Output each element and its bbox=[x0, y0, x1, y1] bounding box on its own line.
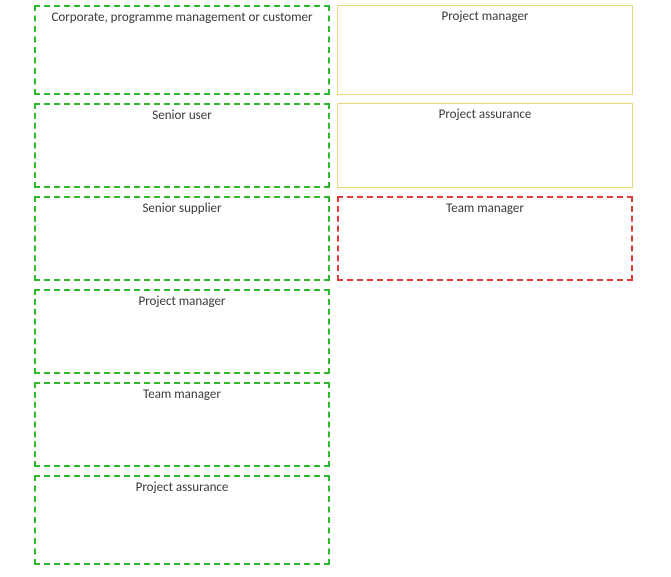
box-label: Senior user bbox=[152, 108, 212, 124]
box-label: Project manager bbox=[442, 9, 529, 25]
box-label: Project assurance bbox=[439, 107, 532, 123]
diagram-canvas: Corporate, programme management or custo… bbox=[0, 0, 671, 577]
box-senior-supplier: Senior supplier bbox=[34, 196, 330, 281]
box-label: Corporate, programme management or custo… bbox=[51, 10, 312, 26]
box-label: Team manager bbox=[446, 201, 524, 217]
box-tm-left: Team manager bbox=[34, 382, 330, 467]
box-senior-user: Senior user bbox=[34, 103, 330, 188]
box-label: Project assurance bbox=[136, 480, 229, 496]
box-pm-right: Project manager bbox=[337, 5, 633, 95]
box-label: Project manager bbox=[139, 294, 226, 310]
box-corp: Corporate, programme management or custo… bbox=[34, 5, 330, 95]
box-tm-right: Team manager bbox=[337, 196, 633, 281]
box-pa-right: Project assurance bbox=[337, 103, 633, 188]
box-pa-left: Project assurance bbox=[34, 475, 330, 565]
box-label: Senior supplier bbox=[142, 201, 221, 217]
box-pm-left: Project manager bbox=[34, 289, 330, 374]
box-label: Team manager bbox=[143, 387, 221, 403]
